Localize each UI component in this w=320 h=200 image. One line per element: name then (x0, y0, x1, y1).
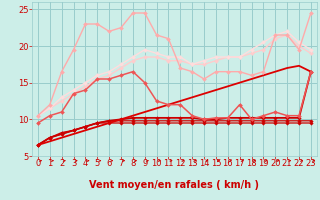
X-axis label: Vent moyen/en rafales ( km/h ): Vent moyen/en rafales ( km/h ) (89, 180, 260, 190)
